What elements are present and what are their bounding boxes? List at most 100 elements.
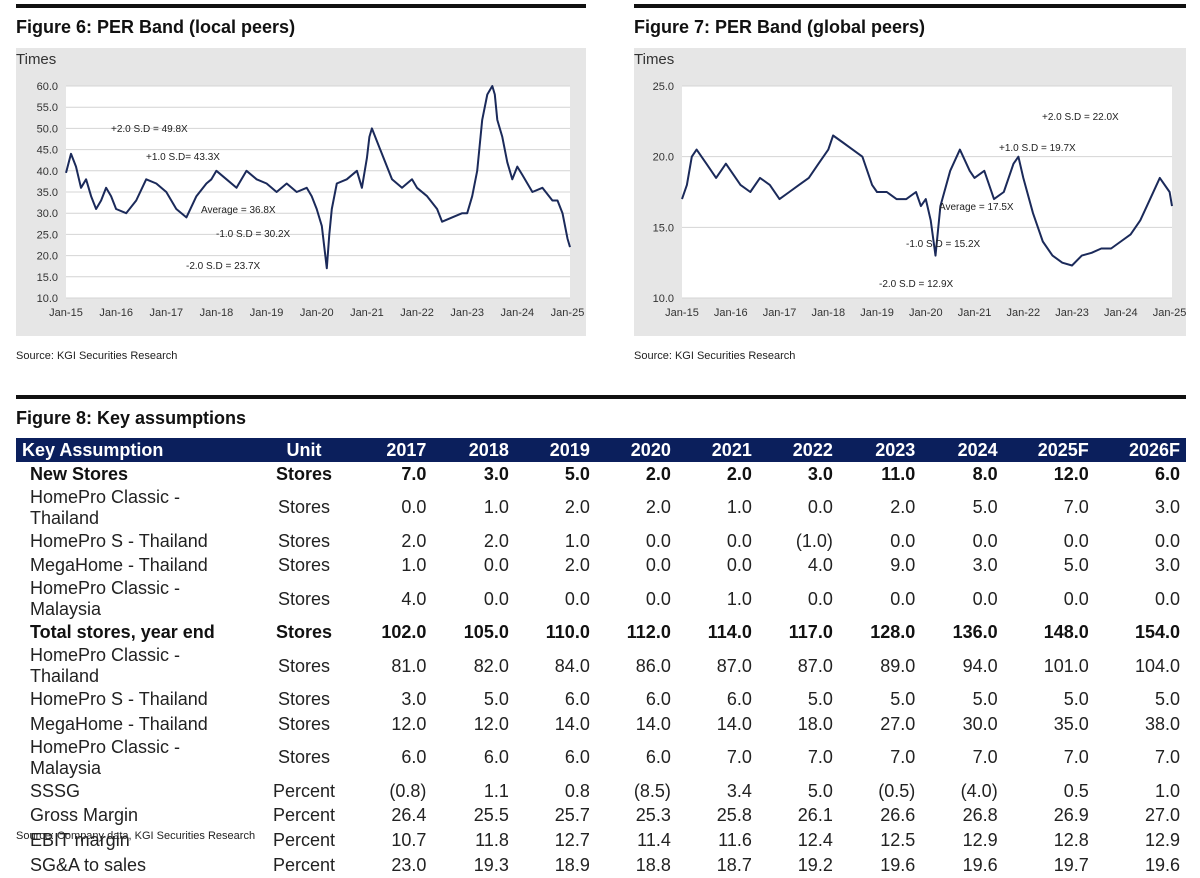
row-value: 12.9: [1144, 830, 1180, 851]
figure7-top-rule: [634, 4, 1186, 8]
y-tick-label: 15.0: [653, 222, 674, 234]
row-value: 0.8: [564, 780, 590, 801]
row-value: 112.0: [626, 622, 671, 643]
row-unit: Stores: [277, 530, 331, 551]
figure6-source: Source: KGI Securities Research: [16, 350, 178, 362]
header-year: 2019: [514, 438, 596, 462]
y-tick-label: 25.0: [37, 229, 58, 241]
row-value: 7.0: [807, 747, 833, 768]
row-value: 0.0: [972, 530, 998, 551]
y-tick-label: 50.0: [37, 123, 58, 135]
row-value: 3.0: [483, 463, 509, 484]
row-value: 12.5: [880, 830, 916, 851]
row-unit: Stores: [277, 713, 331, 734]
row-value: 7.0: [401, 463, 427, 484]
row-value: 0.0: [645, 555, 671, 576]
row-value: 0.0: [564, 588, 590, 609]
table-row: MegaHome - Thailand Stores 12.0 12.0 14.0 14.…: [16, 712, 1186, 737]
row-value: 1.0: [726, 588, 752, 609]
row-value: 6.0: [483, 747, 509, 768]
row-value: 18.7: [716, 855, 752, 876]
row-value: 101.0: [1043, 655, 1089, 676]
y-tick-label: 20.0: [37, 251, 58, 263]
row-value: 6.0: [564, 689, 590, 710]
figure6-chart: 60.0 55.0 50.0 45.0 40.0 35.0 30.0 25.0 20.0 15.0…: [37, 81, 585, 319]
sd-annotation: -2.0 S.D = 12.9X: [879, 279, 954, 290]
row-label: EBIT margin: [30, 830, 130, 851]
row-value: 3.0: [401, 689, 427, 710]
row-value: 2.0: [564, 555, 590, 576]
row-value: 0.0: [1154, 588, 1180, 609]
row-value: 12.0: [473, 713, 509, 734]
x-tick-label: Jan-16: [714, 307, 748, 319]
table-row: HomePro Classic - Malaysia Stores 6.0 6.0 6.…: [16, 737, 1186, 779]
row-value: 136.0: [952, 622, 998, 643]
row-value: 87.0: [797, 655, 833, 676]
figure8-source: Source: Company data, KGI Securities Res…: [16, 830, 256, 842]
row-value: 89.0: [880, 655, 916, 676]
row-value: 84.0: [554, 655, 590, 676]
key-assumptions-table: Key Assumption Unit 2017 2018 2019 2020 2021…: [16, 438, 1186, 878]
per-series-line: [681, 134, 1173, 267]
figure7-title: Figure 7: PER Band (global peers): [634, 17, 926, 37]
row-value: 27.0: [1144, 805, 1180, 826]
x-tick-label: Jan-20: [300, 307, 334, 319]
row-value: 10.7: [391, 830, 427, 851]
row-value: (1.0): [795, 530, 833, 551]
row-value: 26.8: [962, 805, 998, 826]
row-value: 19.6: [880, 855, 916, 876]
figure6-units-label: Times: [16, 51, 57, 68]
header-key-assumption: Key Assumption: [16, 438, 258, 462]
row-label: HomePro S - Thailand: [30, 530, 208, 551]
row-value: 0.0: [807, 497, 833, 518]
row-value: 0.0: [1154, 530, 1180, 551]
row-value: 7.0: [972, 747, 998, 768]
sd-annotation: +2.0 S.D = 49.8X: [111, 124, 188, 135]
row-value: 12.8: [1053, 830, 1089, 851]
row-value: 0.0: [645, 530, 671, 551]
header-year: 2023: [838, 438, 922, 462]
row-value: 87.0: [716, 655, 752, 676]
row-value: 25.8: [716, 805, 752, 826]
x-tick-label: Jan-24: [501, 307, 535, 319]
row-value: 6.0: [401, 747, 427, 768]
figure6-title: Figure 6: PER Band (local peers): [16, 17, 296, 37]
x-tick-label: Jan-25: [1153, 307, 1186, 319]
row-value: 11.4: [637, 830, 671, 851]
row-value: 2.0: [890, 497, 916, 518]
row-value: 0.0: [1063, 530, 1089, 551]
row-unit: Stores: [277, 555, 331, 576]
row-value: 0.0: [401, 497, 427, 518]
table-row: MegaHome - Thailand Stores 1.0 0.0 2.0 0.0 0.0…: [16, 554, 1186, 579]
sd-annotation: -2.0 S.D = 23.7X: [186, 261, 261, 272]
row-value: 0.0: [807, 588, 833, 609]
row-label: MegaHome - Thailand: [30, 713, 208, 734]
row-value: 0.0: [972, 588, 998, 609]
row-value: 1.1: [483, 780, 509, 801]
table-row: EBIT margin Percent 10.7 11.8 12.7 11.4 11.6 12…: [16, 828, 1186, 853]
row-value: 128.0: [870, 622, 916, 643]
row-value: 114.0: [707, 622, 752, 643]
x-tick-label: Jan-24: [1104, 307, 1138, 319]
row-value: 0.0: [726, 555, 752, 576]
row-label: SSSG: [30, 780, 81, 801]
row-value: 6.0: [1154, 463, 1180, 484]
table-row: HomePro Classic - Malaysia Stores 4.0 0.0 0.…: [16, 578, 1186, 620]
y-tick-label: 10.0: [653, 293, 674, 305]
row-value: 38.0: [1144, 713, 1180, 734]
row-value: 2.0: [564, 497, 590, 518]
row-value: 5.0: [564, 463, 590, 484]
row-value: (8.5): [633, 780, 671, 801]
row-value: 154.0: [1134, 622, 1180, 643]
row-value: 0.0: [890, 588, 916, 609]
row-value: 23.0: [391, 855, 427, 876]
header-year: 2024: [921, 438, 1004, 462]
row-value: 5.0: [972, 497, 998, 518]
row-value: 6.0: [645, 747, 671, 768]
x-tick-label: Jan-19: [250, 307, 284, 319]
table-row: HomePro Classic - Thailand Stores 81.0 82.0…: [16, 645, 1186, 687]
row-value: 94.0: [962, 655, 998, 676]
row-value: 2.0: [726, 463, 752, 484]
row-value: 1.0: [1154, 780, 1180, 801]
row-value: 25.5: [473, 805, 509, 826]
